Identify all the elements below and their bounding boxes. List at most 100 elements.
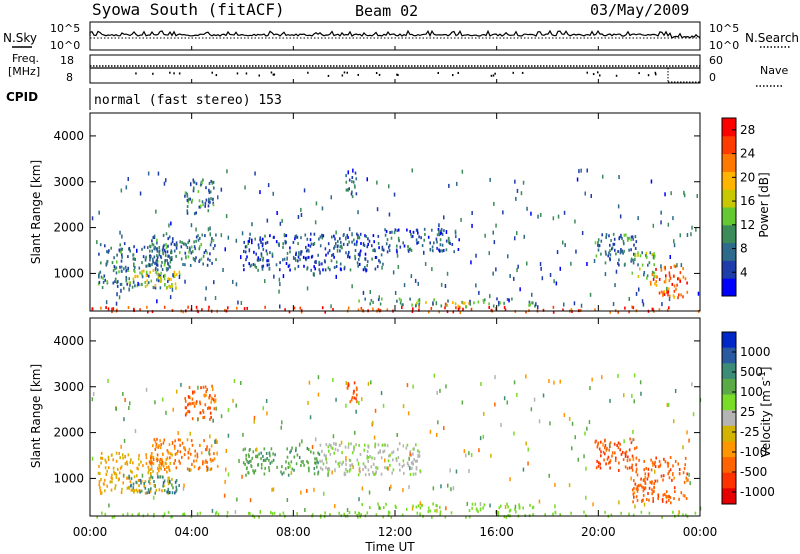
- range-cell: [623, 233, 626, 237]
- range-cell: [645, 253, 647, 257]
- range-cell: [206, 460, 208, 464]
- range-cell: [689, 481, 691, 486]
- range-cell: [213, 457, 216, 461]
- range-cell: [307, 243, 310, 247]
- range-cell: [504, 505, 507, 509]
- range-cell: [412, 462, 414, 466]
- range-cell: [346, 233, 349, 237]
- range-cell: [632, 306, 635, 310]
- range-cell: [156, 241, 158, 245]
- range-cell: [187, 241, 189, 245]
- range-cell: [336, 245, 339, 248]
- range-cell: [686, 478, 688, 483]
- range-cell: [619, 214, 622, 219]
- range-cell: [513, 431, 515, 436]
- range-cell: [154, 245, 156, 249]
- range-cell: [166, 466, 168, 469]
- range-cell: [438, 248, 440, 252]
- range-cell: [154, 286, 157, 290]
- range-cell: [286, 251, 289, 255]
- range-cell: [163, 438, 166, 442]
- range-cell: [208, 305, 210, 309]
- range-cell: [126, 462, 129, 466]
- range-cell: [283, 233, 286, 237]
- range-cell: [174, 459, 176, 462]
- range-cell: [165, 232, 168, 236]
- range-cell: [130, 483, 133, 487]
- range-cell: [402, 303, 404, 307]
- range-cell: [145, 387, 148, 392]
- range-cell: [686, 430, 688, 435]
- range-cell: [121, 487, 123, 491]
- range-cell: [298, 456, 301, 459]
- range-cell: [182, 486, 185, 491]
- range-cell: [465, 515, 467, 519]
- range-cell: [260, 451, 262, 455]
- range-cell: [356, 393, 358, 397]
- range-cell: [162, 252, 164, 256]
- range-cell: [661, 499, 664, 503]
- range-cell: [113, 470, 115, 474]
- range-cell: [195, 305, 198, 309]
- range-cell: [188, 395, 190, 399]
- range-cell: [594, 440, 597, 444]
- range-cell: [186, 438, 189, 442]
- range-cell: [214, 439, 216, 444]
- range-cell: [105, 306, 107, 309]
- range-cell: [409, 450, 412, 454]
- range-cell: [361, 486, 364, 491]
- range-cell: [285, 460, 287, 464]
- range-cell: [316, 459, 318, 463]
- range-cell: [666, 461, 669, 465]
- range-cell: [205, 390, 207, 394]
- range-cell: [321, 449, 323, 453]
- range-cell: [375, 466, 377, 470]
- cpid-label: CPID: [6, 90, 38, 104]
- range-cell: [636, 473, 639, 477]
- range-cell: [674, 265, 677, 269]
- range-cell: [657, 497, 659, 501]
- range-cell: [599, 462, 601, 466]
- range-cell: [361, 503, 363, 506]
- range-cell: [542, 308, 545, 312]
- colorbar-tick-label: 25: [740, 405, 755, 419]
- range-cell: [158, 464, 160, 467]
- range-cell: [318, 260, 320, 264]
- range-cell: [585, 495, 587, 500]
- range-cell: [203, 439, 205, 443]
- range-cell: [160, 271, 162, 275]
- range-cell: [668, 297, 671, 302]
- range-cell: [195, 182, 198, 186]
- colorbar-swatch: [722, 347, 736, 364]
- range-cell: [168, 254, 170, 258]
- range-cell: [635, 467, 638, 471]
- range-cell: [602, 174, 604, 179]
- range-cell: [493, 201, 495, 206]
- range-cell: [306, 266, 309, 270]
- range-cell: [135, 480, 137, 484]
- range-cell: [668, 495, 670, 499]
- range-cell: [352, 168, 354, 173]
- range-cell: [633, 479, 635, 483]
- range-cell: [446, 303, 449, 307]
- range-cell: [271, 254, 274, 258]
- range-cell: [174, 282, 177, 286]
- range-cell: [498, 506, 501, 510]
- range-cell: [210, 179, 212, 183]
- range-cell: [583, 454, 585, 459]
- range-cell: [522, 506, 524, 510]
- range-cell: [321, 467, 324, 471]
- range-cell: [144, 486, 147, 490]
- range-cell: [249, 264, 252, 268]
- range-cell: [366, 454, 368, 458]
- range-cell: [378, 259, 380, 263]
- range-cell: [644, 476, 647, 479]
- range-cell: [678, 497, 680, 501]
- range-cell: [380, 456, 383, 460]
- range-cell: [348, 511, 351, 514]
- range-cell: [289, 450, 291, 454]
- range-cell: [264, 305, 266, 309]
- range-cell: [136, 490, 139, 494]
- range-cell: [623, 439, 625, 444]
- range-cell: [207, 257, 209, 261]
